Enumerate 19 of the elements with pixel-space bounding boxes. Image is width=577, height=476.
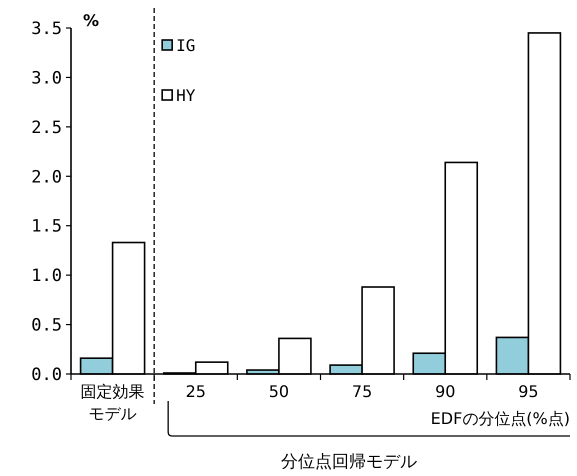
legend-label: HY <box>176 86 196 105</box>
x-tick-label: 50 <box>268 382 290 401</box>
y-tick-label: 2.5 <box>31 118 62 138</box>
x-tick-label: 固定効果モデル <box>80 382 145 423</box>
y-tick-label: 3.0 <box>31 68 62 88</box>
y-tick-label: 2.0 <box>31 167 62 188</box>
x-tick-label: 25 <box>186 382 206 401</box>
y-tick-label: 0.0 <box>31 365 62 385</box>
x-tick-label: 90 <box>435 382 456 401</box>
y-tick-label: 0.5 <box>31 316 62 336</box>
y-axis-title: % <box>82 11 100 30</box>
x-tick-label: 75 <box>352 382 372 401</box>
y-tick-label: 1.0 <box>31 266 62 286</box>
x-tick-label: 95 <box>518 382 539 401</box>
text: EDFの分位点(%点) <box>430 409 570 428</box>
legend-label: IG <box>176 36 196 55</box>
y-tick-label: 1.5 <box>31 216 62 237</box>
y-tick-label: 3.5 <box>31 19 62 39</box>
text: 分位点回帰モデル <box>281 452 418 472</box>
